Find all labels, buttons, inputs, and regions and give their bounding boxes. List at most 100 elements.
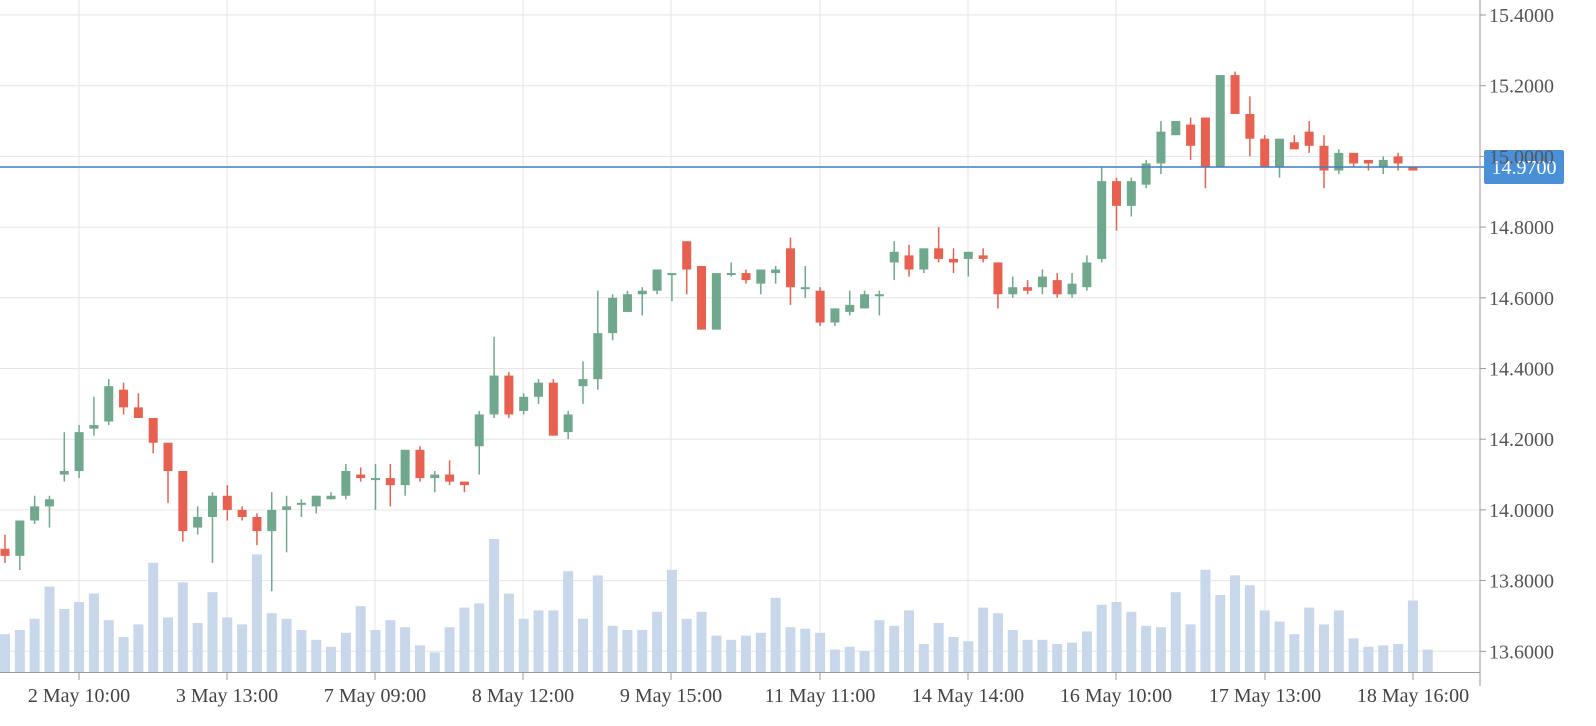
candle-up (771, 269, 781, 274)
volume-bar (548, 610, 559, 672)
volume-bar (518, 618, 529, 672)
candle-up (1275, 138, 1285, 168)
volume-bar (1393, 644, 1404, 672)
x-tick-label: 17 May 13:00 (1209, 685, 1321, 707)
volume-bar (1200, 569, 1211, 672)
candle-down (1186, 124, 1196, 146)
candle-down (178, 471, 188, 532)
volume-bar (14, 630, 25, 672)
candle-up (474, 414, 484, 447)
candle-up (296, 502, 306, 505)
candle-down (222, 495, 232, 510)
volume-bar (281, 618, 292, 672)
volume-bar (1333, 610, 1344, 672)
x-tick-label: 8 May 12:00 (472, 685, 574, 707)
candle-down (741, 273, 751, 281)
candle-up (207, 495, 217, 517)
volume-bar (1141, 625, 1152, 672)
candle-up (1215, 75, 1225, 168)
candle-down (1200, 117, 1210, 168)
candle-down (237, 509, 247, 517)
volume-bar (1348, 638, 1359, 672)
candle-down (1289, 142, 1299, 150)
candle-up (519, 396, 529, 411)
volume-bar (237, 624, 248, 672)
volume-bar (1170, 592, 1181, 672)
volume-bar (533, 610, 544, 672)
volume-bar (696, 611, 707, 672)
volume-bar (192, 623, 203, 672)
candle-up (889, 251, 899, 263)
volume-bar (637, 630, 648, 672)
candle-down (459, 481, 469, 486)
candle-up (608, 297, 618, 334)
volume-bar (666, 569, 677, 672)
y-tick-label: 14.2000 (1489, 429, 1554, 451)
candle-up (15, 520, 25, 556)
candle-up (59, 471, 69, 475)
y-tick-label: 13.8000 (1489, 571, 1554, 593)
volume-bar (770, 597, 781, 672)
volume-bar (474, 603, 485, 672)
volume-bar (948, 637, 959, 672)
volume-bar (459, 607, 470, 672)
volume-bar (829, 649, 840, 672)
y-tick-label: 14.4000 (1489, 359, 1554, 381)
candle-down (0, 548, 10, 556)
candle-up (104, 386, 114, 422)
volume-bar (1096, 604, 1107, 672)
volume-bar (1155, 627, 1166, 672)
candle-down (697, 265, 707, 330)
volume-bar (385, 620, 396, 672)
volume-bar (785, 627, 796, 672)
volume-bar (755, 632, 766, 672)
candle-up (874, 294, 884, 297)
volume-bar (207, 592, 218, 672)
volume-bar (251, 554, 262, 672)
volume-bar (681, 618, 692, 672)
candle-down (133, 407, 143, 418)
volume-bar (622, 630, 633, 672)
volume-bar (1067, 642, 1078, 672)
candle-up (593, 333, 603, 380)
volume-bar (311, 639, 322, 672)
volume-bar (1304, 607, 1315, 672)
volume-bar (933, 623, 944, 672)
candle-up (756, 269, 766, 284)
volume-bar (652, 611, 663, 672)
x-tick-label: 7 May 09:00 (324, 685, 426, 707)
volume-bar (296, 630, 307, 672)
candle-up (267, 509, 277, 532)
candle-down (993, 262, 1003, 295)
y-tick-label: 14.0000 (1489, 500, 1554, 522)
volume-bar (340, 632, 351, 672)
volume-bar (607, 625, 618, 672)
candle-down (1112, 181, 1121, 206)
volume-bar (88, 593, 99, 672)
candle-up (1037, 276, 1047, 288)
candle-down (785, 248, 795, 288)
volume-bar (1037, 639, 1048, 672)
candle-down (252, 516, 262, 532)
candle-down (682, 241, 692, 270)
volume-bar (711, 635, 722, 672)
candle-down (815, 290, 825, 323)
candle-up (341, 471, 351, 496)
volume-bar (1022, 639, 1033, 672)
x-tick-label: 18 May 16:00 (1357, 685, 1469, 707)
candle-up (1126, 181, 1136, 206)
candle-up (1097, 181, 1107, 259)
volume-bars (0, 539, 1433, 672)
volume-bar (859, 651, 870, 672)
candle-down (1349, 152, 1359, 164)
candle-down (415, 449, 425, 479)
volume-bar (1274, 621, 1285, 672)
candle-up (963, 251, 973, 259)
volume-bar (1259, 610, 1270, 672)
last-price-line: 14.9700 (0, 150, 1564, 185)
volume-bar (889, 625, 900, 672)
volume-bar (103, 620, 114, 672)
candle-up (489, 375, 499, 415)
candle-down (504, 375, 514, 415)
candle-up (44, 499, 54, 507)
